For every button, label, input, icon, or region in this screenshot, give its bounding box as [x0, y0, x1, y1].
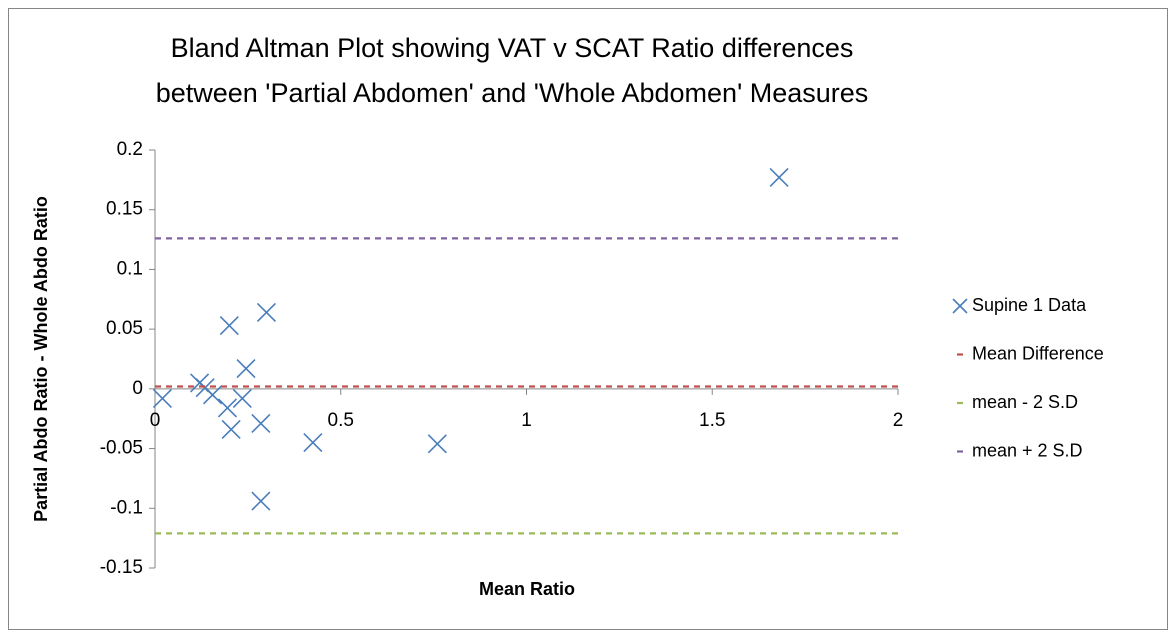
data-point	[303, 433, 323, 453]
x-tick-label: 0	[150, 410, 161, 431]
legend-marker	[952, 298, 968, 314]
data-point	[236, 358, 256, 379]
data-point	[203, 385, 223, 405]
legend-label: Supine 1 Data	[972, 295, 1087, 315]
x-tick-label: 1	[521, 410, 532, 431]
y-tick-label: 0.05	[106, 318, 143, 339]
y-tick-label: -0.15	[100, 557, 143, 578]
data-point	[256, 302, 277, 322]
data-point	[427, 434, 447, 454]
chart-frame	[8, 8, 1168, 630]
data-point	[769, 167, 789, 188]
chart-title: between 'Partial Abdomen' and 'Whole Abd…	[156, 78, 869, 108]
y-tick-label: 0	[132, 378, 143, 399]
y-axis-label: Partial Abdo Ratio - Whole Abdo Ratio	[31, 196, 51, 522]
data-point	[221, 419, 241, 440]
y-tick-label: 0.2	[117, 139, 143, 160]
data-point	[251, 413, 271, 434]
y-tick-label: -0.1	[110, 497, 143, 518]
data-point	[217, 398, 238, 418]
data-point	[232, 388, 252, 408]
x-axis-label: Mean Ratio	[479, 579, 575, 599]
data-point	[219, 315, 239, 336]
y-tick-label: 0.1	[117, 258, 143, 279]
y-tick-label: -0.05	[100, 438, 143, 459]
x-tick-label: 2	[893, 410, 904, 431]
legend-label: mean + 2 S.D	[972, 440, 1083, 460]
chart-title: Bland Altman Plot showing VAT v SCAT Rat…	[171, 33, 854, 63]
x-tick-label: 1.5	[699, 410, 725, 431]
legend-label: mean - 2 S.D	[972, 392, 1078, 412]
x-tick-label: 0.5	[328, 410, 354, 431]
data-point	[251, 491, 271, 511]
data-point	[152, 388, 172, 408]
y-tick-label: 0.15	[106, 199, 143, 220]
legend-label: Mean Difference	[972, 343, 1104, 363]
